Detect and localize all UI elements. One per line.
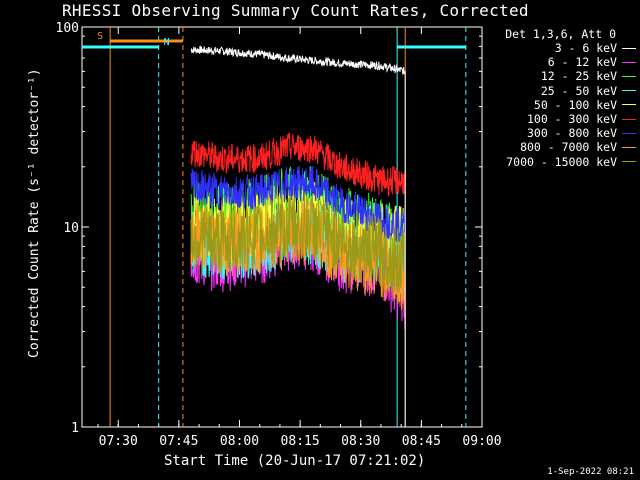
legend-label: 3 - 6 keV <box>554 41 617 56</box>
series-line-8 <box>190 192 406 293</box>
y-tick-label-2: 100 <box>56 21 79 36</box>
legend-item: 12 - 25 keV <box>486 69 636 83</box>
legend-title: Det 1,3,6, Att 0 <box>505 27 616 41</box>
legend-item: 3 - 6 keV <box>486 41 636 55</box>
x-tick-label-2: 08:00 <box>220 434 259 449</box>
x-tick-label-3: 08:15 <box>281 434 320 449</box>
annotation-label-S: S <box>97 31 103 42</box>
legend: Det 1,3,6, Att 0 3 - 6 keV 6 - 12 keV 12 -… <box>486 27 636 169</box>
legend-label: 800 - 7000 keV <box>520 140 617 155</box>
legend-swatch <box>622 104 636 106</box>
legend-label: 12 - 25 keV <box>540 69 617 84</box>
y-tick-label-0: 1 <box>71 421 79 436</box>
legend-item: 25 - 50 keV <box>486 84 636 98</box>
legend-label: 7000 - 15000 keV <box>506 154 617 169</box>
y-tick-label-1: 10 <box>63 221 79 236</box>
series-line-5 <box>190 132 406 196</box>
legend-swatch <box>622 161 636 163</box>
legend-item: 7000 - 15000 keV <box>486 155 636 169</box>
x-axis-label: Start Time (20-Jun-17 07:21:02) <box>164 453 426 469</box>
legend-item: 50 - 100 keV <box>486 98 636 112</box>
x-tick-label-1: 07:45 <box>159 434 198 449</box>
annotation-label-N: N <box>164 37 170 48</box>
legend-label: 300 - 800 keV <box>526 126 617 141</box>
legend-swatch <box>622 118 636 120</box>
x-tick-label-0: 07:30 <box>99 434 138 449</box>
legend-swatch <box>622 47 636 49</box>
legend-label: 50 - 100 keV <box>533 97 617 112</box>
legend-item: 6 - 12 keV <box>486 55 636 69</box>
series-line-0 <box>190 45 406 75</box>
legend-item: 100 - 300 keV <box>486 112 636 126</box>
legend-item: 800 - 7000 keV <box>486 140 636 154</box>
legend-swatch <box>622 132 636 134</box>
x-tick-label-4: 08:30 <box>341 434 380 449</box>
legend-swatch <box>622 90 636 92</box>
x-tick-label-5: 08:45 <box>402 434 441 449</box>
legend-item: 300 - 800 keV <box>486 126 636 140</box>
chart-title: RHESSI Observing Summary Count Rates, Co… <box>62 1 529 20</box>
legend-label: 25 - 50 keV <box>540 83 617 98</box>
timestamp: 1-Sep-2022 08:21 <box>547 467 634 477</box>
legend-label: 6 - 12 keV <box>547 55 617 70</box>
y-axis-label: Corrected Count Rate (s⁻¹ detector⁻¹) <box>27 68 42 358</box>
legend-label: 100 - 300 keV <box>526 112 617 127</box>
legend-swatch <box>622 75 636 77</box>
legend-swatch <box>622 61 636 63</box>
series-line-6 <box>190 165 406 243</box>
x-tick-label-6: 09:00 <box>462 434 501 449</box>
legend-swatch <box>622 146 636 148</box>
